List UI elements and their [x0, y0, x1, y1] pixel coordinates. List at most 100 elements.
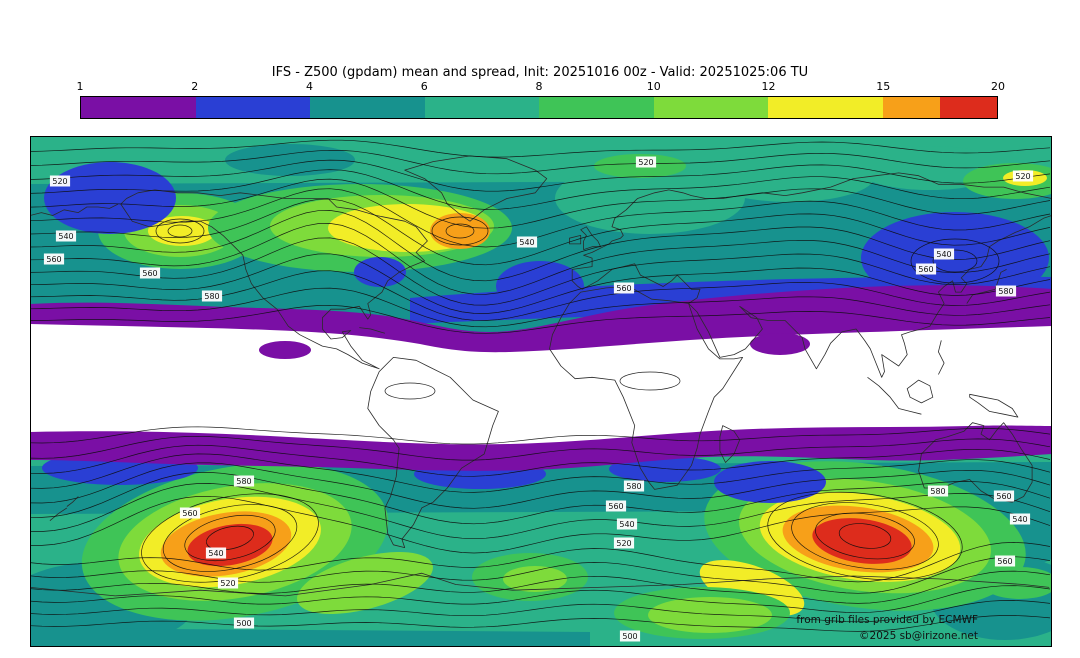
coastline [918, 422, 1033, 503]
coastline [571, 172, 1052, 378]
coastline [580, 226, 601, 250]
contour-label-bg [995, 285, 1017, 297]
contour-label-bg [217, 577, 239, 589]
coastline [120, 189, 428, 370]
contour-line [30, 556, 1051, 594]
contour-label: 540 [619, 520, 634, 529]
colorbar-segment-purple [81, 97, 196, 118]
contour-label: 580 [998, 287, 1013, 296]
spread-fill [750, 333, 810, 355]
contour-label-bg [55, 230, 77, 242]
contour-line [30, 570, 1051, 604]
contour-label-bg [616, 518, 638, 530]
coastline [719, 425, 741, 463]
spread-fill [30, 285, 1052, 353]
contour-label: 580 [204, 292, 219, 301]
spread-fill [555, 162, 745, 234]
spread-fill [705, 150, 875, 202]
contour-label: 560 [616, 284, 631, 293]
coastline [569, 235, 582, 245]
contour-ring [167, 224, 193, 238]
contour-label-bg [516, 236, 538, 248]
contour-line [30, 495, 1051, 554]
contour-line [30, 462, 1051, 509]
coastline [359, 327, 386, 334]
contour-line [30, 223, 1051, 295]
contour-ring [184, 514, 276, 562]
contour-ring [445, 223, 475, 239]
contour-label-bg [635, 156, 657, 168]
spread-fill [714, 461, 826, 503]
spread-fill [648, 597, 772, 633]
contour-line [30, 210, 1051, 282]
attribution-ecmwf: from grib files provided by ECMWF [796, 614, 978, 626]
contour-label-bg [139, 267, 161, 279]
spread-fill [503, 566, 567, 592]
contour-label-bg [993, 490, 1015, 502]
spread-fill [812, 518, 912, 564]
colorbar-segment-orange [882, 97, 940, 118]
contour-ring [619, 371, 681, 391]
contour-ring [767, 491, 963, 581]
contour-line [30, 237, 1051, 306]
contour-ring [791, 502, 939, 570]
coastline [549, 286, 743, 490]
chart-title: IFS - Z500 (gpdam) mean and spread, Init… [271, 65, 809, 80]
contour-label: 540 [936, 250, 951, 259]
map-svg: 520 520 540 560 560 580 540 560 580 520 540 560 580 5… [30, 136, 1052, 647]
contour-ring [162, 504, 298, 572]
colorbar-tick: 2 [191, 80, 199, 93]
contour-label-bg [994, 555, 1016, 567]
contour-line [30, 253, 1051, 314]
contour-ring [384, 382, 436, 400]
attribution-copyright: ©2025 sb@irizone.net [859, 630, 978, 642]
spread-fill [44, 162, 176, 234]
contour-label: 540 [208, 549, 223, 558]
contour-label-bg [233, 475, 255, 487]
contour-label: 560 [182, 509, 197, 518]
contour-label-bg [623, 480, 645, 492]
contour-label-bg [1009, 513, 1031, 525]
contour-label: 520 [616, 539, 631, 548]
contour-line [30, 615, 1051, 632]
contour-line [30, 178, 1051, 229]
contour-line [30, 149, 1051, 175]
spread-fill [259, 341, 311, 359]
contour-line [30, 287, 1051, 328]
contour-line [30, 188, 1051, 248]
colorbar-tick: 10 [646, 80, 661, 93]
contour-line [30, 542, 1051, 583]
coastline [906, 379, 934, 404]
colorbar-segment-blue [195, 97, 310, 118]
contour-line [30, 444, 1051, 477]
contour-ring [815, 512, 915, 560]
contour-label: 520 [1015, 172, 1030, 181]
colorbar-bar [80, 96, 998, 119]
contour-ring [206, 525, 254, 551]
colorbar-tick: 6 [420, 80, 428, 93]
contour-label-bg [205, 547, 227, 559]
coastline [969, 393, 1019, 418]
contour-ring [932, 249, 978, 273]
contour-ring [910, 238, 1000, 284]
contour-label: 560 [46, 255, 61, 264]
spread-fill [30, 628, 590, 647]
contour-line [30, 600, 1051, 623]
colorbar-tick: 12 [761, 80, 776, 93]
colorbar-tick: 20 [991, 80, 1005, 93]
contour-label: 560 [142, 269, 157, 278]
colorbar-segment-lime [653, 97, 768, 118]
contour-label: 520 [52, 177, 67, 186]
contour-ring [431, 216, 489, 246]
contour-label-bg [613, 537, 635, 549]
colorbar-ticks: 1 2 4 6 8 10 12 15 20 [77, 80, 1006, 96]
spread-fill [982, 567, 1052, 599]
contour-label: 580 [930, 487, 945, 496]
contour-line [30, 169, 1051, 210]
contour-label: 540 [1012, 515, 1027, 524]
colorbar-segment-yellow [768, 97, 883, 118]
contour-label-bg [1012, 170, 1034, 182]
contour-line [30, 585, 1051, 614]
contour-line [30, 159, 1051, 192]
